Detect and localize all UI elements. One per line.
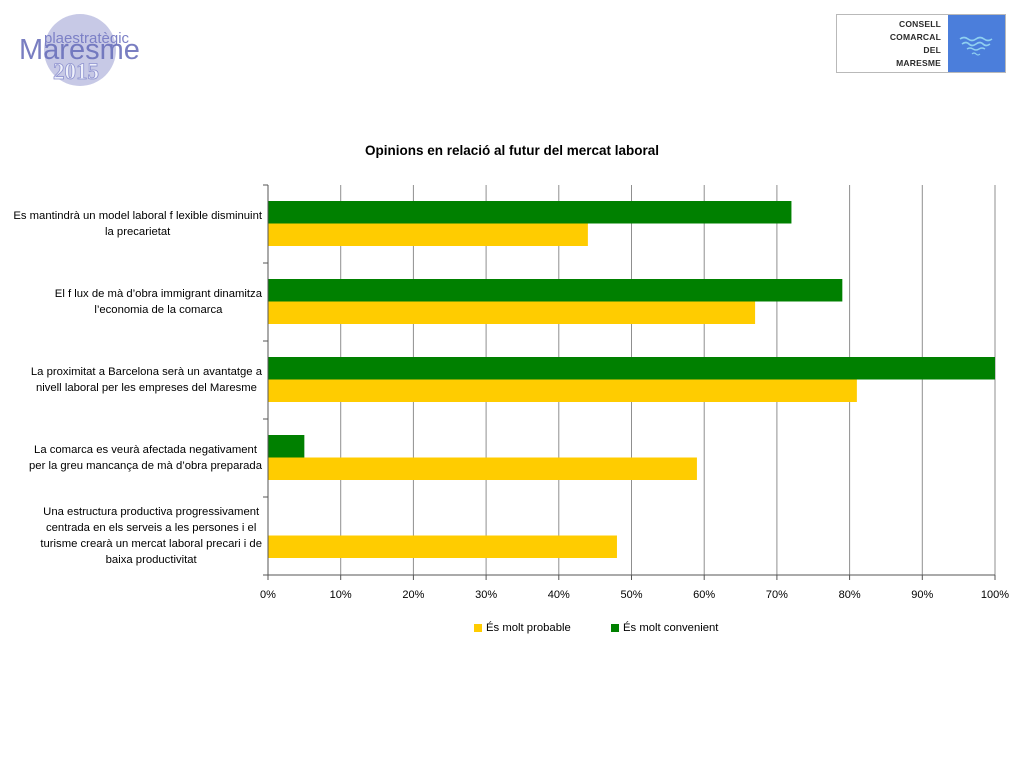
x-tick-label: 40% <box>548 589 570 601</box>
x-tick-label: 10% <box>330 589 352 601</box>
x-tick-label: 50% <box>620 589 642 601</box>
bar <box>268 435 305 458</box>
category-label: Una estructura productiva progressivamen… <box>40 506 262 566</box>
bar <box>268 357 995 380</box>
x-tick-label: 70% <box>766 589 788 601</box>
x-tick-label: 90% <box>911 589 933 601</box>
x-tick-label: 0% <box>260 589 276 601</box>
consell-logo-line: DEL <box>923 45 941 55</box>
bar <box>268 223 588 246</box>
plaestrategic-logo: plaestratègic Maresme 2015 <box>19 14 140 86</box>
legend-swatch-convenient <box>611 624 619 632</box>
consell-logo-line: COMARCAL <box>889 32 941 42</box>
consell-emblem-icon <box>948 15 1005 72</box>
bar <box>268 201 792 224</box>
consell-comarcal-logo: CONSELL COMARCAL DEL MARESME <box>836 14 1006 73</box>
bar <box>268 379 857 402</box>
bar <box>268 301 756 324</box>
logo-circle <box>44 14 116 86</box>
consell-logo-line: CONSELL <box>898 19 941 29</box>
legend-label-convenient: És molt convenient <box>623 622 719 634</box>
category-label: La comarca es veurà afectada negativamen… <box>29 444 262 472</box>
legend-item-convenient: És molt convenient <box>611 621 718 635</box>
logo-year-text: 2015 <box>53 59 99 84</box>
legend-label-probable: És molt probable <box>486 622 571 634</box>
legend-swatch-probable <box>474 624 482 632</box>
category-label: El f lux de mà d’obra immigrant dinamitz… <box>54 288 262 316</box>
x-tick-label: 80% <box>839 589 861 601</box>
consell-logo-line: MARESME <box>896 58 941 68</box>
chart-title: Opinions en relació al futur del mercat … <box>364 143 660 158</box>
logo-top-text: plaestratègic <box>44 30 130 47</box>
legend-item-probable: És molt probable <box>474 621 571 635</box>
category-label: La proximitat a Barcelona serà un avanta… <box>30 366 262 394</box>
bar <box>268 535 617 558</box>
logo-main-text: Maresme <box>19 34 140 66</box>
x-tick-label: 100% <box>981 589 1009 601</box>
consell-logo-text: CONSELL COMARCAL DEL MARESME <box>890 18 941 70</box>
x-tick-label: 30% <box>475 589 497 601</box>
bar <box>268 457 697 480</box>
bar <box>268 279 843 302</box>
category-label: Es mantindrà un model laboral f lexible … <box>13 210 262 238</box>
x-tick-label: 20% <box>402 589 424 601</box>
x-tick-label: 60% <box>693 589 715 601</box>
